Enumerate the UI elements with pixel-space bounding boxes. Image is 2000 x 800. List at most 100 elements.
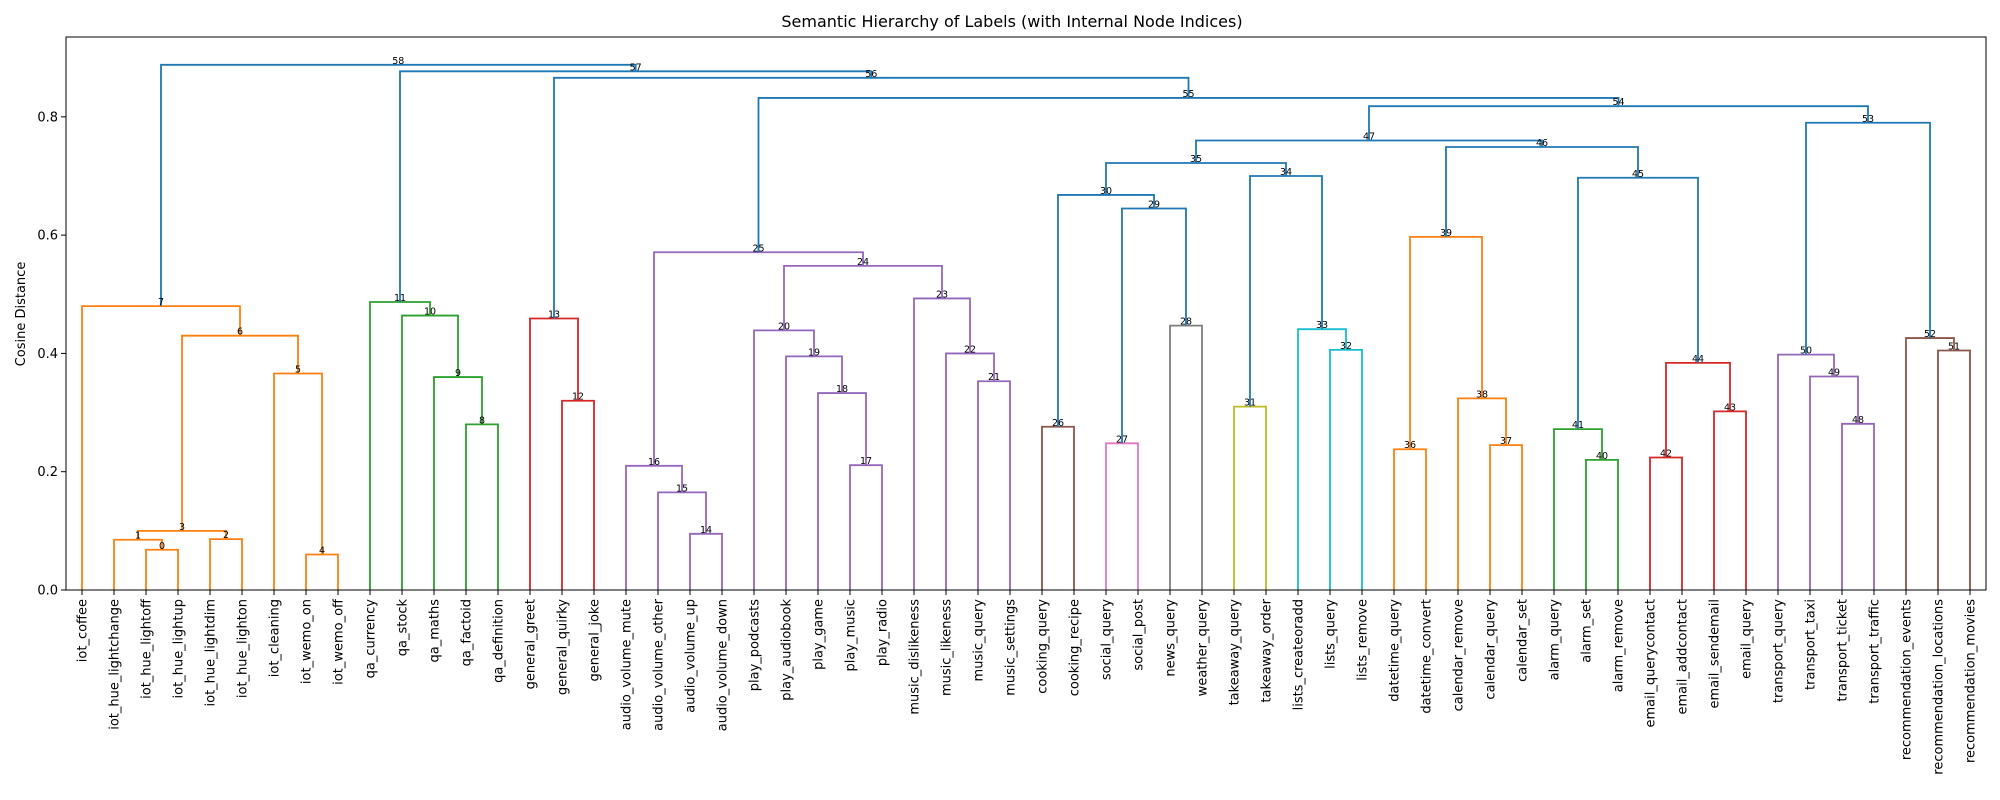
node-index-56: 56	[865, 69, 877, 80]
y-axis-label: Cosine Distance	[14, 262, 29, 367]
link-node-15	[657, 491, 707, 590]
node-index-31: 31	[1244, 398, 1256, 409]
link-node-38	[1457, 397, 1507, 590]
leaf-label-email_sendemail: email_sendemail	[1708, 599, 1723, 708]
node-index-29: 29	[1148, 200, 1160, 211]
node-index-4: 4	[319, 546, 325, 557]
node-index-44: 44	[1692, 354, 1704, 365]
node-index-38: 38	[1476, 389, 1488, 400]
link-node-41	[1553, 428, 1603, 590]
leaf-label-iot_hue_lightup: iot_hue_lightup	[172, 599, 187, 698]
y-tick-label: 0.8	[37, 110, 58, 125]
link-node-33	[1297, 328, 1347, 590]
link-node-2	[209, 538, 243, 590]
leaf-label-play_audiobook: play_audiobook	[780, 599, 795, 701]
link-node-34	[1249, 175, 1323, 407]
link-node-1	[113, 538, 163, 590]
leaf-label-play_game: play_game	[812, 599, 827, 670]
link-node-46	[1445, 146, 1639, 237]
link-node-5	[273, 372, 323, 590]
leaf-label-general_joke: general_joke	[588, 599, 603, 682]
link-node-32	[1329, 348, 1363, 590]
node-index-20: 20	[778, 321, 790, 332]
leaf-label-calendar_query: calendar_query	[1484, 599, 1499, 700]
link-node-20	[753, 329, 815, 590]
node-index-28: 28	[1180, 317, 1192, 328]
node-index-6: 6	[237, 327, 243, 338]
link-node-25	[653, 251, 864, 466]
link-node-50	[1777, 353, 1835, 590]
link-node-31	[1233, 405, 1267, 590]
leaf-label-lists_remove: lists_remove	[1356, 599, 1371, 681]
node-index-40: 40	[1596, 451, 1608, 462]
leaf-label-social_query: social_query	[1100, 599, 1115, 680]
leaf-label-lists_query: lists_query	[1324, 599, 1339, 669]
leaf-label-email_addcontact: email_addcontact	[1676, 599, 1691, 714]
node-index-0: 0	[159, 541, 165, 552]
link-node-7	[81, 305, 241, 590]
node-index-51: 51	[1948, 341, 1960, 352]
node-index-15: 15	[676, 483, 688, 494]
node-index-21: 21	[988, 372, 1000, 383]
node-index-41: 41	[1572, 420, 1584, 431]
leaf-label-datetime_convert: datetime_convert	[1420, 599, 1435, 714]
leaf-label-qa_definition: qa_definition	[492, 599, 507, 683]
link-node-8	[465, 423, 499, 590]
node-index-36: 36	[1404, 440, 1416, 451]
link-node-6	[181, 334, 299, 531]
node-index-35: 35	[1190, 154, 1202, 165]
leaf-label-datetime_query: datetime_query	[1388, 599, 1403, 702]
leaf-label-recommendation_events: recommendation_events	[1900, 599, 1915, 760]
link-node-37	[1489, 444, 1523, 590]
leaf-label-qa_maths: qa_maths	[428, 599, 443, 663]
leaf-label-alarm_remove: alarm_remove	[1612, 599, 1627, 692]
link-node-45	[1577, 176, 1699, 430]
link-node-16	[625, 464, 683, 590]
link-node-43	[1713, 410, 1747, 590]
link-node-56	[553, 76, 1190, 319]
link-node-30	[1057, 194, 1155, 427]
link-node-13	[529, 317, 579, 590]
node-index-5: 5	[295, 365, 301, 376]
node-index-12: 12	[572, 392, 584, 403]
node-index-49: 49	[1828, 367, 1840, 378]
link-node-28	[1169, 324, 1203, 590]
leaf-label-email_querycontact: email_querycontact	[1644, 599, 1659, 728]
node-index-53: 53	[1862, 114, 1874, 125]
leaf-label-play_podcasts: play_podcasts	[748, 599, 763, 691]
leaf-label-transport_taxi: transport_taxi	[1804, 599, 1819, 690]
chart-title: Semantic Hierarchy of Labels (with Inter…	[781, 12, 1242, 31]
link-node-14	[689, 532, 723, 590]
leaf-label-audio_volume_up: audio_volume_up	[684, 599, 699, 713]
leaf-label-transport_query: transport_query	[1772, 599, 1787, 703]
leaf-label-iot_hue_lighton: iot_hue_lighton	[236, 599, 251, 698]
leaf-label-weather_query: weather_query	[1196, 599, 1211, 697]
node-index-17: 17	[860, 456, 872, 467]
link-node-10	[401, 314, 459, 590]
leaf-label-iot_coffee: iot_coffee	[76, 599, 91, 662]
leaf-label-qa_factoid: qa_factoid	[460, 599, 475, 666]
link-node-42	[1649, 456, 1683, 590]
node-index-16: 16	[648, 457, 660, 468]
link-node-55	[757, 97, 1620, 253]
plot-frame	[65, 36, 1987, 591]
node-index-10: 10	[424, 307, 436, 318]
node-index-57: 57	[630, 62, 642, 73]
link-node-36	[1393, 448, 1427, 590]
leaf-label-iot_cleaning: iot_cleaning	[268, 599, 283, 677]
node-index-48: 48	[1852, 415, 1864, 426]
node-index-1: 1	[135, 531, 141, 542]
link-node-26	[1041, 425, 1075, 590]
link-node-49	[1809, 375, 1859, 590]
leaf-label-play_radio: play_radio	[876, 599, 891, 666]
node-index-39: 39	[1440, 228, 1452, 239]
node-index-33: 33	[1316, 320, 1328, 331]
node-index-26: 26	[1052, 418, 1064, 429]
link-node-11	[369, 301, 431, 590]
link-node-57	[399, 70, 873, 302]
leaf-label-calendar_remove: calendar_remove	[1452, 599, 1467, 711]
node-index-27: 27	[1116, 434, 1128, 445]
link-node-47	[1195, 139, 1543, 163]
link-node-23	[913, 297, 971, 590]
